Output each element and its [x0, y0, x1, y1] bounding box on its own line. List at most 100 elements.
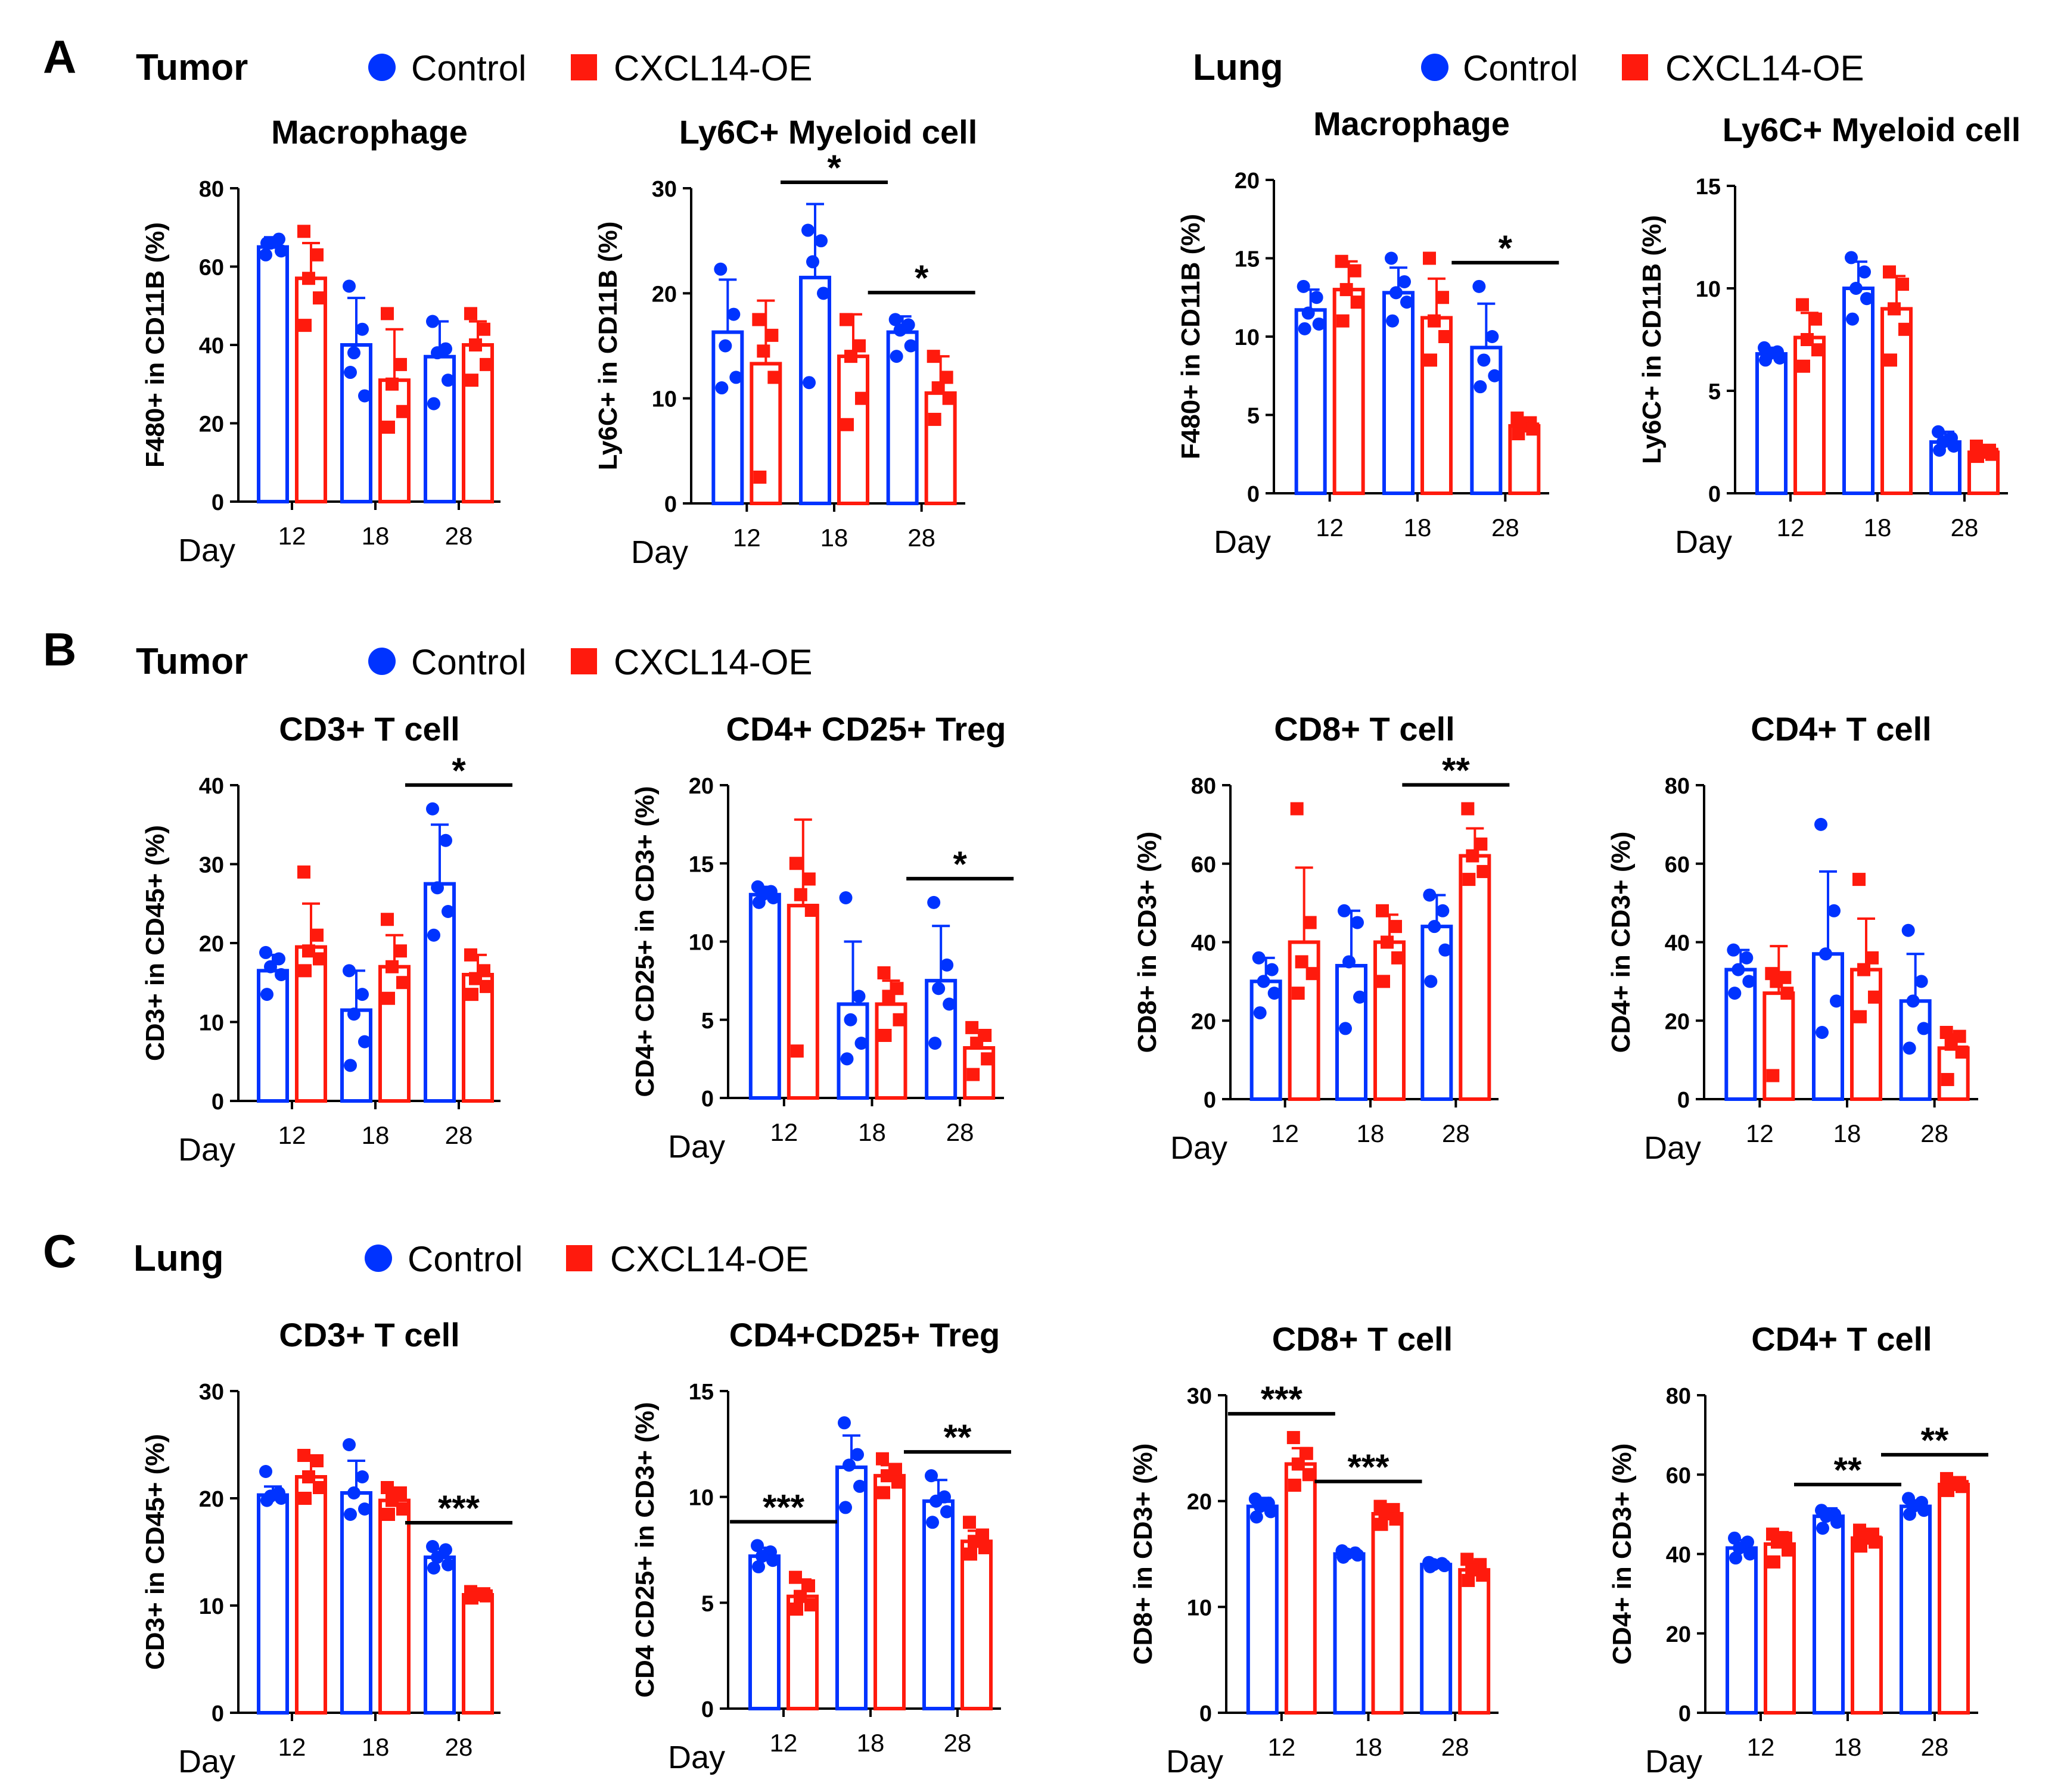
x-tick-label: 28 — [1491, 514, 1519, 542]
data-point-control — [356, 1470, 369, 1483]
group-title-b-tumor: Tumor — [136, 641, 248, 682]
data-point-oe — [464, 948, 477, 962]
data-point-oe — [381, 307, 394, 321]
data-point-control — [343, 1438, 356, 1451]
data-point-oe — [1290, 802, 1304, 816]
y-tick-label: 20 — [1666, 1622, 1691, 1647]
group-title-a-tumor: Tumor — [136, 47, 248, 88]
data-point-oe — [1424, 353, 1437, 367]
data-point-oe — [802, 872, 816, 886]
data-point-control — [1438, 1559, 1451, 1573]
y-tick-label: 0 — [212, 1090, 224, 1115]
chart-title: Ly6C+ Myeloid cell — [679, 113, 978, 151]
data-point-control — [1436, 904, 1450, 917]
data-point-oe — [1956, 1480, 1969, 1494]
data-point-oe — [299, 964, 312, 978]
data-point-control — [1485, 330, 1499, 343]
data-point-oe — [1423, 251, 1436, 265]
data-point-control — [347, 1486, 360, 1499]
data-point-control — [1932, 425, 1945, 438]
data-point-oe — [477, 322, 490, 336]
y-tick-label: 10 — [652, 387, 677, 412]
data-point-control — [1845, 251, 1858, 265]
data-point-control — [1264, 1505, 1277, 1519]
data-point-oe — [396, 405, 409, 418]
bar-oe — [750, 362, 782, 505]
y-tick-label: 30 — [199, 1380, 224, 1405]
y-tick-label: 40 — [199, 334, 224, 359]
y-axis-label: Ly6C+ in CD11B (%) — [593, 222, 623, 471]
data-point-oe — [480, 1589, 493, 1603]
data-point-oe — [1302, 1468, 1316, 1482]
y-tick-label: 5 — [701, 1009, 714, 1034]
x-tick-label: 28 — [445, 1733, 473, 1761]
y-tick-label: 60 — [1665, 853, 1690, 878]
x-tick-label: 12 — [1747, 1733, 1775, 1761]
x-tick-label: 28 — [946, 1118, 974, 1146]
bar-control — [1813, 1514, 1845, 1715]
data-point-control — [904, 339, 918, 353]
data-point-oe — [464, 307, 477, 321]
data-point-oe — [1391, 951, 1404, 965]
data-point-oe — [1476, 864, 1490, 878]
data-point-oe — [928, 412, 941, 426]
data-point-control — [275, 1492, 288, 1505]
data-point-control — [843, 1458, 856, 1472]
data-point-oe — [469, 338, 482, 351]
data-point-control — [1488, 369, 1502, 382]
y-tick-label: 10 — [199, 1011, 224, 1036]
x-tick-label: 28 — [1920, 1119, 1948, 1147]
panel-label-c: C — [43, 1225, 77, 1277]
data-point-oe — [1348, 264, 1361, 278]
data-point-oe — [1869, 1535, 1882, 1549]
data-point-oe — [940, 371, 953, 384]
x-tick-label: 12 — [1267, 1733, 1295, 1761]
data-point-control — [1353, 990, 1366, 1004]
y-tick-label: 15 — [1235, 247, 1260, 272]
data-point-oe — [396, 976, 409, 990]
y-tick-label: 15 — [689, 1380, 714, 1405]
chart-a-lung-ly6c: Ly6C+ Myeloid cell Ly6C+ in CD11B (%) 0 5 10… — [1637, 111, 2020, 560]
data-point-oe — [1336, 314, 1350, 328]
data-point-control — [426, 802, 439, 816]
y-tick-label: 0 — [1708, 482, 1721, 507]
x-tick-label: 28 — [1921, 1733, 1949, 1761]
data-point-control — [358, 389, 371, 403]
chart-b-cd3: CD3+ T cell CD3+ in CD45+ (%) 0 10 20 30 40 Day… — [141, 710, 512, 1168]
data-point-control — [1339, 1022, 1352, 1035]
bar-oe — [924, 391, 957, 505]
data-point-oe — [855, 391, 868, 405]
y-tick-label: 10 — [1696, 277, 1721, 302]
y-tick-label: 0 — [1247, 482, 1260, 507]
data-point-oe — [1303, 916, 1317, 929]
data-point-control — [343, 964, 356, 978]
data-point-oe — [970, 1037, 984, 1050]
bar-control — [257, 1493, 289, 1715]
data-point-oe — [313, 952, 326, 966]
data-point-control — [852, 990, 866, 1003]
bar-control — [1812, 952, 1844, 1102]
data-point-control — [1351, 916, 1364, 929]
x-axis-day-label: Day — [178, 533, 235, 568]
data-point-oe — [302, 944, 315, 958]
x-tick-label: 28 — [1441, 1733, 1469, 1761]
data-point-oe — [1339, 283, 1353, 297]
legend-control-marker — [365, 1245, 392, 1272]
data-point-oe — [1389, 1512, 1403, 1526]
data-point-oe — [1376, 904, 1389, 917]
data-point-oe — [396, 1502, 409, 1516]
data-point-oe — [963, 1516, 976, 1529]
x-tick-label: 18 — [858, 1118, 886, 1146]
chart-title: CD8+ T cell — [1274, 710, 1454, 748]
data-point-control — [930, 1494, 943, 1508]
legend-oe-marker — [571, 54, 597, 80]
y-axis-label: CD8+ in CD3+ (%) — [1129, 1443, 1158, 1665]
data-point-control — [844, 1013, 857, 1026]
data-point-oe — [1474, 837, 1488, 851]
x-tick-label: 18 — [362, 1733, 390, 1761]
data-point-control — [803, 376, 816, 390]
data-point-oe — [893, 1013, 906, 1026]
bar-control — [1726, 1546, 1758, 1715]
data-point-oe — [794, 1589, 807, 1603]
data-point-control — [801, 223, 815, 237]
